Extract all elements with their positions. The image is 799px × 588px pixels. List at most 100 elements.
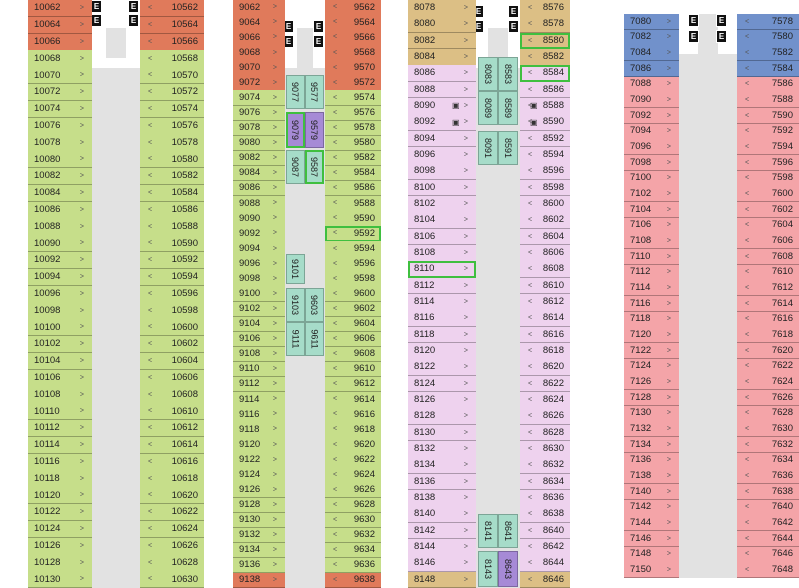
cabin-7082[interactable]: 7082 >: [624, 29, 679, 46]
cabin-9136[interactable]: 9136 >: [233, 557, 285, 574]
cabin-8096[interactable]: 8096 >: [408, 147, 476, 164]
cabin-9086[interactable]: 9086 >: [233, 180, 285, 197]
cabin-9608[interactable]: 9608 <: [325, 346, 381, 363]
cabin-8088[interactable]: 8088 >: [408, 81, 476, 99]
cabin-9084[interactable]: 9084 >: [233, 165, 285, 182]
cabin-10626[interactable]: 10626 <: [140, 537, 204, 555]
cabin-7144[interactable]: 7144 >: [624, 515, 679, 532]
cabin-7592[interactable]: 7592 <: [737, 123, 799, 140]
cabin-7100[interactable]: 7100 >: [624, 170, 679, 187]
cabin-10064[interactable]: 10064 >: [28, 16, 92, 35]
cabin-7108[interactable]: 7108 >: [624, 233, 679, 250]
cabin-10086[interactable]: 10086 >: [28, 201, 92, 219]
cabin-9098[interactable]: 9098 >: [233, 271, 285, 287]
cabin-10066[interactable]: 10066 >: [28, 33, 92, 51]
cabin-8136[interactable]: 8136 >: [408, 473, 476, 491]
cabin-7644[interactable]: 7644 <: [737, 531, 799, 548]
cabin-7134[interactable]: 7134 >: [624, 437, 679, 454]
cabin-8598[interactable]: 8598 <: [520, 179, 570, 197]
cabin-8140[interactable]: 8140 >: [408, 506, 476, 524]
cabin-9584[interactable]: 9584 <: [325, 165, 381, 182]
cabin-8082[interactable]: 8082 >: [408, 32, 476, 50]
cabin-10624[interactable]: 10624 <: [140, 520, 204, 539]
cabin-10566[interactable]: 10566 <: [140, 33, 204, 51]
cabin-7090[interactable]: 7090 >: [624, 92, 679, 109]
cabin-8144[interactable]: 8144 >: [408, 539, 476, 556]
cabin-7578[interactable]: 7578 <: [737, 14, 799, 31]
cabin-10108[interactable]: 10108 >: [28, 386, 92, 404]
cabin-8078[interactable]: 8078 >: [408, 0, 476, 17]
cabin-9568[interactable]: 9568 <: [325, 45, 381, 61]
cabin-10580[interactable]: 10580 <: [140, 151, 204, 169]
cabin-8092[interactable]: 8092 >: [408, 114, 476, 132]
cabin-9590[interactable]: 9590 <: [325, 211, 381, 227]
cabin-7640[interactable]: 7640 <: [737, 499, 799, 516]
cabin-8618[interactable]: 8618 <: [520, 343, 570, 360]
cabin-10602[interactable]: 10602 <: [140, 336, 204, 354]
cabin-9138[interactable]: 9138 >: [233, 572, 285, 588]
cabin-7588[interactable]: 7588 <: [737, 92, 799, 109]
cabin-8104[interactable]: 8104 >: [408, 212, 476, 230]
cabin-10592[interactable]: 10592 <: [140, 252, 204, 270]
cabin-9636[interactable]: 9636 <: [325, 557, 381, 574]
cabin-9120[interactable]: 9120 >: [233, 437, 285, 453]
cabin-10106[interactable]: 10106 >: [28, 369, 92, 387]
cabin-9072[interactable]: 9072 >: [233, 75, 285, 91]
cabin-8580[interactable]: 8580 <: [520, 32, 570, 50]
cabin-9587[interactable]: 9587: [305, 150, 324, 184]
cabin-10586[interactable]: 10586 <: [140, 201, 204, 219]
cabin-10614[interactable]: 10614 <: [140, 436, 204, 455]
cabin-8642[interactable]: 8642 <: [520, 539, 570, 556]
cabin-8614[interactable]: 8614 <: [520, 310, 570, 328]
cabin-8122[interactable]: 8122 >: [408, 359, 476, 377]
cabin-10096[interactable]: 10096 >: [28, 285, 92, 303]
cabin-9570[interactable]: 9570 <: [325, 60, 381, 76]
cabin-7150[interactable]: 7150 >: [624, 562, 679, 579]
cabin-9582[interactable]: 9582 <: [325, 150, 381, 167]
cabin-9068[interactable]: 9068 >: [233, 45, 285, 61]
cabin-8132[interactable]: 8132 >: [408, 441, 476, 458]
cabin-9634[interactable]: 9634 <: [325, 542, 381, 559]
cabin-9070[interactable]: 9070 >: [233, 60, 285, 76]
cabin-9612[interactable]: 9612 <: [325, 376, 381, 393]
cabin-8108[interactable]: 8108 >: [408, 245, 476, 262]
cabin-9604[interactable]: 9604 <: [325, 316, 381, 333]
cabin-7582[interactable]: 7582 <: [737, 45, 799, 62]
cabin-10126[interactable]: 10126 >: [28, 537, 92, 555]
cabin-7602[interactable]: 7602 <: [737, 202, 799, 219]
cabin-10630[interactable]: 10630 <: [140, 571, 204, 588]
cabin-8612[interactable]: 8612 <: [520, 294, 570, 311]
cabin-9128[interactable]: 9128 >: [233, 497, 285, 514]
cabin-9572[interactable]: 9572 <: [325, 75, 381, 91]
cabin-7118[interactable]: 7118 >: [624, 311, 679, 328]
cabin-7110[interactable]: 7110 >: [624, 249, 679, 266]
cabin-8582[interactable]: 8582 <: [520, 49, 570, 66]
cabin-7120[interactable]: 7120 >: [624, 327, 679, 344]
cabin-9103[interactable]: 9103: [286, 288, 305, 322]
cabin-8118[interactable]: 8118 >: [408, 326, 476, 344]
cabin-9134[interactable]: 9134 >: [233, 542, 285, 559]
cabin-7122[interactable]: 7122 >: [624, 343, 679, 360]
cabin-9618[interactable]: 9618 <: [325, 422, 381, 438]
cabin-8620[interactable]: 8620 <: [520, 359, 570, 377]
cabin-8594[interactable]: 8594 <: [520, 147, 570, 164]
cabin-8640[interactable]: 8640 <: [520, 522, 570, 540]
cabin-8588[interactable]: 8588 <: [520, 98, 570, 115]
cabin-8112[interactable]: 8112 >: [408, 277, 476, 295]
cabin-7618[interactable]: 7618 <: [737, 327, 799, 344]
cabin-9078[interactable]: 9078 >: [233, 120, 285, 137]
cabin-10062[interactable]: 10062 >: [28, 0, 92, 18]
cabin-9632[interactable]: 9632 <: [325, 527, 381, 544]
cabin-7088[interactable]: 7088 >: [624, 76, 679, 93]
cabin-8110[interactable]: 8110 >: [408, 261, 476, 279]
cabin-7626[interactable]: 7626 <: [737, 390, 799, 407]
cabin-8100[interactable]: 8100 >: [408, 179, 476, 197]
cabin-9066[interactable]: 9066 >: [233, 30, 285, 46]
cabin-10608[interactable]: 10608 <: [140, 386, 204, 404]
cabin-10578[interactable]: 10578 <: [140, 134, 204, 152]
cabin-10068[interactable]: 10068 >: [28, 50, 92, 68]
cabin-9592[interactable]: 9592 <: [325, 226, 381, 242]
cabin-10588[interactable]: 10588 <: [140, 218, 204, 236]
cabin-10606[interactable]: 10606 <: [140, 369, 204, 387]
cabin-8106[interactable]: 8106 >: [408, 228, 476, 246]
